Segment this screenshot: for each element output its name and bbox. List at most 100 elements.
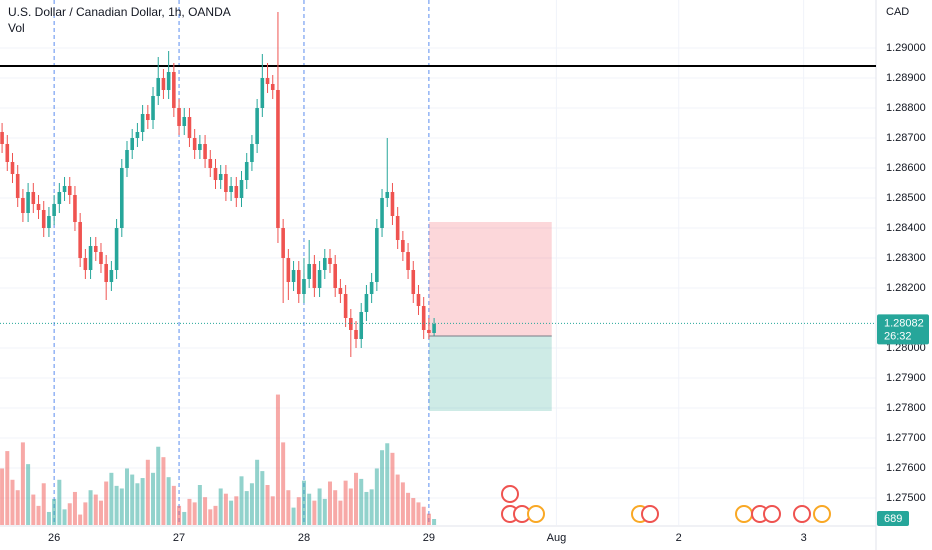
candle-body bbox=[255, 108, 259, 144]
volume-bar bbox=[203, 497, 208, 525]
volume-bar bbox=[88, 490, 93, 525]
candle-body bbox=[119, 168, 124, 228]
volume-bar bbox=[182, 511, 187, 525]
candle-body bbox=[359, 312, 364, 339]
candle-body bbox=[234, 186, 239, 198]
event-icon[interactable] bbox=[501, 485, 519, 503]
volume-bar bbox=[312, 500, 317, 525]
volume-bar bbox=[244, 491, 249, 525]
volume-bar bbox=[255, 459, 260, 525]
event-icon[interactable] bbox=[527, 505, 545, 523]
candle-body bbox=[57, 192, 62, 204]
volume-bar bbox=[145, 459, 150, 525]
x-tick-label: 3 bbox=[801, 532, 807, 544]
candle-body bbox=[135, 132, 140, 138]
volume-bar bbox=[130, 474, 135, 525]
candle-body bbox=[369, 282, 374, 294]
volume-bar bbox=[296, 497, 301, 525]
volume-bar bbox=[234, 496, 239, 525]
candle-body bbox=[328, 258, 332, 264]
candle-body bbox=[364, 294, 369, 312]
candle-body bbox=[281, 228, 285, 258]
y-tick-label: 1.28200 bbox=[886, 282, 926, 294]
volume-bar bbox=[265, 485, 270, 525]
event-icon[interactable] bbox=[641, 505, 659, 523]
volume-bar bbox=[343, 480, 348, 525]
candle-body bbox=[0, 132, 4, 144]
volume-bar bbox=[156, 446, 161, 525]
y-tick-label: 1.29000 bbox=[886, 42, 926, 54]
candle-body bbox=[62, 186, 67, 192]
volume-bar bbox=[15, 490, 20, 525]
volume-bar bbox=[317, 488, 322, 525]
event-icon[interactable] bbox=[735, 505, 753, 523]
y-tick-label: 1.28800 bbox=[886, 102, 926, 114]
candle-body bbox=[78, 222, 82, 258]
y-tick-label: 1.28700 bbox=[886, 132, 926, 144]
volume-bar bbox=[20, 442, 25, 525]
candle-body bbox=[52, 204, 56, 216]
candle-body bbox=[395, 216, 400, 240]
candle-body bbox=[338, 288, 343, 294]
event-icon[interactable] bbox=[763, 505, 781, 523]
x-tick-label: 28 bbox=[298, 532, 310, 544]
volume-bar bbox=[67, 503, 72, 525]
volume-bar bbox=[369, 489, 374, 525]
volume-bar bbox=[432, 519, 437, 525]
y-tick-label: 1.28000 bbox=[886, 342, 926, 354]
volume-value-label: 689 bbox=[884, 513, 902, 525]
volume-bar bbox=[171, 485, 176, 525]
candle-body bbox=[432, 324, 436, 333]
volume-bar bbox=[421, 506, 426, 525]
candle-body bbox=[83, 258, 88, 270]
event-icon[interactable] bbox=[793, 505, 811, 523]
volume-bar bbox=[114, 485, 119, 525]
candle-body bbox=[31, 192, 36, 204]
volume-bar bbox=[411, 498, 416, 525]
volume-bar bbox=[327, 481, 332, 525]
volume-bar bbox=[229, 500, 234, 525]
candle-body bbox=[380, 198, 384, 228]
candle-body bbox=[291, 270, 296, 282]
volume-bar bbox=[41, 483, 46, 525]
candle-body bbox=[88, 246, 93, 270]
candle-body bbox=[177, 108, 181, 126]
candle-body bbox=[187, 117, 192, 138]
candle-body bbox=[104, 264, 108, 282]
volume-bar bbox=[213, 505, 218, 525]
x-tick-label: Aug bbox=[547, 532, 567, 544]
grid bbox=[0, 0, 876, 525]
volume-bar bbox=[98, 500, 103, 525]
candle-body bbox=[198, 144, 202, 150]
candle-body bbox=[302, 279, 306, 294]
y-tick-label: 1.28400 bbox=[886, 222, 926, 234]
candle-body bbox=[427, 330, 431, 333]
volume-bar bbox=[348, 488, 353, 525]
candle-body bbox=[354, 330, 358, 339]
volume-bar bbox=[109, 472, 114, 525]
candle-body bbox=[265, 78, 270, 84]
candle-body bbox=[333, 264, 338, 288]
volume-bar bbox=[36, 505, 41, 525]
volume-bar bbox=[72, 491, 77, 525]
candle-body bbox=[390, 192, 395, 216]
y-tick-label: 1.27500 bbox=[886, 492, 926, 504]
volume-legend: Vol bbox=[8, 21, 25, 35]
volume-bar bbox=[208, 509, 213, 525]
candle-body bbox=[192, 138, 197, 150]
event-icon[interactable] bbox=[813, 505, 831, 523]
candle-body bbox=[10, 162, 15, 174]
candle-body bbox=[172, 72, 176, 108]
volume-bar bbox=[333, 490, 338, 525]
candle-body bbox=[67, 186, 72, 195]
y-tick-label: 1.28600 bbox=[886, 162, 926, 174]
volume-bar bbox=[192, 502, 197, 525]
volume-bar bbox=[249, 483, 254, 525]
candle-body bbox=[93, 246, 98, 252]
candle-body bbox=[401, 240, 405, 252]
volume-bar bbox=[125, 468, 130, 525]
volume-value-box bbox=[877, 511, 909, 527]
volume-bar bbox=[0, 468, 5, 525]
volume-bar bbox=[275, 394, 280, 525]
candle-body bbox=[307, 264, 311, 279]
